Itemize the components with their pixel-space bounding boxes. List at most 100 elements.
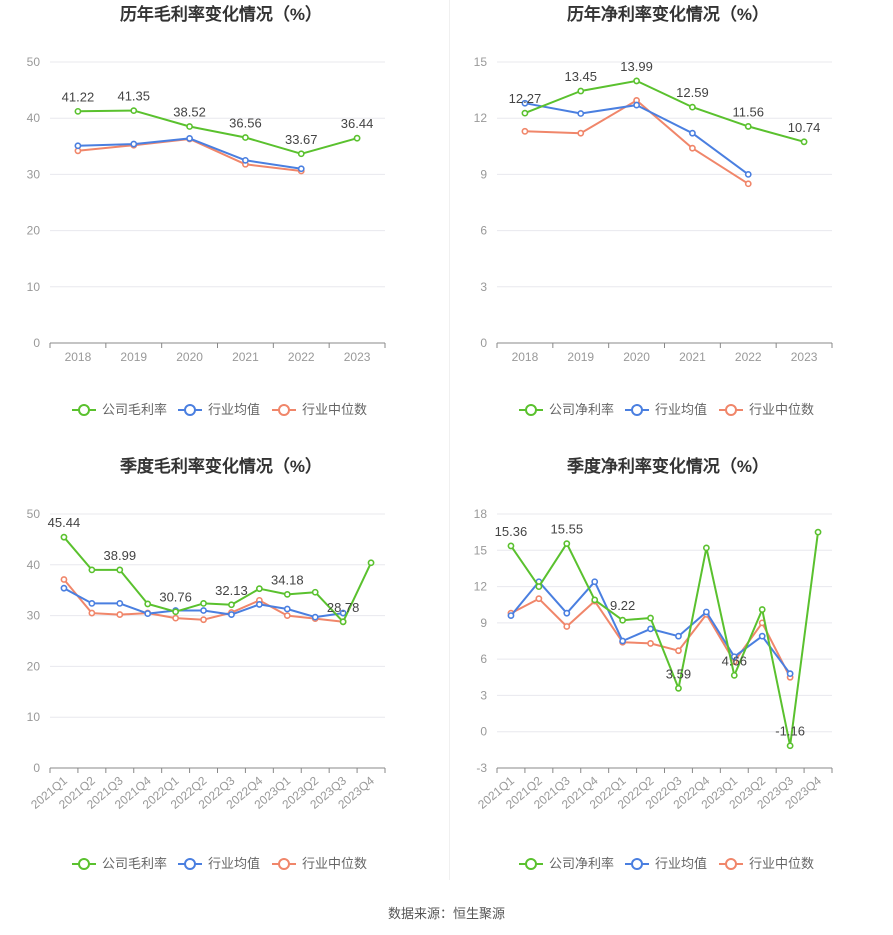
data-point-industry-median[interactable] <box>563 623 571 630</box>
data-point-industry-avg[interactable] <box>283 605 291 613</box>
data-point-industry-avg[interactable] <box>619 637 627 645</box>
data-point-industry-median[interactable] <box>535 595 543 603</box>
legend-item-company[interactable]: 公司净利率 <box>519 402 614 417</box>
data-point-company[interactable] <box>255 585 263 593</box>
data-point-industry-median[interactable] <box>283 612 291 619</box>
data-point-company[interactable] <box>507 542 515 550</box>
data-point-company[interactable] <box>353 134 361 142</box>
data-point-company[interactable] <box>647 614 654 622</box>
data-point-industry-avg[interactable] <box>311 613 319 621</box>
data-point-company[interactable] <box>144 600 152 608</box>
data-point-industry-avg[interactable] <box>74 142 82 150</box>
data-point-company[interactable] <box>297 150 305 158</box>
data-point-industry-median[interactable] <box>689 144 696 152</box>
data-point-industry-avg[interactable] <box>675 632 682 640</box>
data-label: 38.99 <box>104 548 137 563</box>
data-point-industry-avg[interactable] <box>507 612 515 619</box>
data-point-industry-median[interactable] <box>60 576 68 583</box>
data-label: 32.13 <box>215 583 248 598</box>
data-point-industry-median[interactable] <box>116 611 124 618</box>
data-point-industry-avg[interactable] <box>786 670 794 678</box>
legend-item-company[interactable]: 公司净利率 <box>519 856 614 871</box>
data-point-industry-avg[interactable] <box>758 632 766 640</box>
data-point-company[interactable] <box>242 134 249 141</box>
data-point-company[interactable] <box>591 596 599 604</box>
data-point-industry-avg[interactable] <box>633 101 640 109</box>
data-point-industry-avg[interactable] <box>563 609 571 617</box>
data-label: 41.35 <box>117 89 150 104</box>
data-point-industry-avg[interactable] <box>88 600 96 607</box>
data-point-industry-median[interactable] <box>521 127 529 135</box>
data-point-industry-avg[interactable] <box>689 129 696 137</box>
data-point-company[interactable] <box>535 583 543 590</box>
legend-item-company[interactable]: 公司毛利率 <box>72 402 167 417</box>
data-point-company[interactable] <box>786 742 794 750</box>
legend-item-industry-avg[interactable]: 行业均值 <box>178 402 260 417</box>
data-point-company[interactable] <box>702 544 710 552</box>
data-source-note: 数据来源：恒生聚源 <box>387 906 505 921</box>
data-point-industry-avg[interactable] <box>242 156 249 164</box>
legend-item-industry-avg[interactable]: 行业均值 <box>625 856 707 871</box>
data-point-industry-avg[interactable] <box>130 140 138 148</box>
data-point-company[interactable] <box>730 671 738 679</box>
legend-item-industry-median[interactable]: 行业中位数 <box>272 402 367 417</box>
data-point-company[interactable] <box>88 566 96 574</box>
data-point-industry-avg[interactable] <box>116 600 124 607</box>
data-point-industry-median[interactable] <box>577 129 585 137</box>
data-point-company[interactable] <box>228 601 235 609</box>
legend-item-industry-avg[interactable]: 行业均值 <box>625 402 707 417</box>
data-point-company[interactable] <box>619 616 627 624</box>
data-point-company[interactable] <box>186 123 193 130</box>
legend-item-industry-median[interactable]: 行业中位数 <box>719 856 814 871</box>
data-point-industry-avg[interactable] <box>647 625 654 633</box>
data-point-industry-avg[interactable] <box>339 609 347 617</box>
legend-item-industry-avg[interactable]: 行业均值 <box>178 856 260 871</box>
data-point-industry-avg[interactable] <box>730 653 738 661</box>
data-point-industry-avg[interactable] <box>186 135 193 142</box>
data-point-industry-median[interactable] <box>744 180 752 188</box>
data-point-company[interactable] <box>130 107 138 115</box>
legend-marker-icon <box>78 858 90 870</box>
data-point-industry-avg[interactable] <box>228 611 235 618</box>
data-point-industry-avg[interactable] <box>744 170 752 178</box>
data-point-industry-avg[interactable] <box>591 578 599 586</box>
data-point-company[interactable] <box>577 87 585 95</box>
data-point-company[interactable] <box>521 109 529 117</box>
data-point-industry-avg[interactable] <box>60 584 68 592</box>
data-point-industry-median[interactable] <box>172 614 180 622</box>
data-point-company[interactable] <box>172 608 180 616</box>
data-point-company[interactable] <box>744 123 752 130</box>
data-point-company[interactable] <box>814 528 822 536</box>
data-point-industry-median[interactable] <box>88 609 96 617</box>
y-tick-label: 9 <box>480 167 487 181</box>
data-point-company[interactable] <box>367 559 375 567</box>
data-point-company[interactable] <box>311 588 319 596</box>
data-point-industry-avg[interactable] <box>297 165 305 173</box>
data-point-company[interactable] <box>339 618 347 626</box>
data-point-company[interactable] <box>74 107 82 115</box>
data-point-company[interactable] <box>800 138 808 146</box>
data-point-industry-avg[interactable] <box>255 601 263 608</box>
legend-label: 行业均值 <box>655 856 707 871</box>
data-point-company[interactable] <box>283 590 291 598</box>
data-point-company[interactable] <box>116 566 124 574</box>
data-point-industry-avg[interactable] <box>200 607 207 614</box>
data-point-industry-avg[interactable] <box>702 608 710 616</box>
legend-item-company[interactable]: 公司毛利率 <box>72 856 167 871</box>
data-point-company[interactable] <box>758 606 766 613</box>
data-point-industry-median[interactable] <box>200 616 207 624</box>
data-point-industry-median[interactable] <box>647 640 654 647</box>
data-point-industry-median[interactable] <box>675 647 682 655</box>
series-line-industry-avg <box>77 137 302 170</box>
data-point-company[interactable] <box>200 600 207 607</box>
data-point-company[interactable] <box>563 540 571 548</box>
data-point-company[interactable] <box>675 684 682 692</box>
data-point-industry-avg[interactable] <box>577 110 585 117</box>
data-point-company[interactable] <box>60 533 68 541</box>
data-point-company[interactable] <box>689 103 696 111</box>
legend-item-industry-median[interactable]: 行业中位数 <box>719 402 814 417</box>
data-point-industry-avg[interactable] <box>521 99 529 107</box>
legend-item-industry-median[interactable]: 行业中位数 <box>272 856 367 871</box>
data-point-industry-avg[interactable] <box>144 610 152 617</box>
data-point-company[interactable] <box>633 77 640 85</box>
